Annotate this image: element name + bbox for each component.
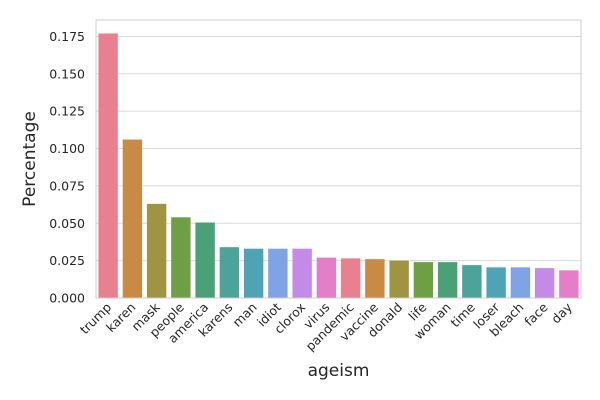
bar-virus xyxy=(316,257,337,298)
bar-man xyxy=(243,248,264,298)
y-tick-label: 0.000 xyxy=(49,291,85,306)
x-tick-label-day: day xyxy=(548,299,575,326)
bar-clorox xyxy=(292,248,312,298)
y-tick-label: 0.100 xyxy=(49,141,85,156)
x-tick-label-face: face xyxy=(521,299,551,329)
bar-america xyxy=(195,222,215,298)
bar-life xyxy=(413,262,434,298)
bars xyxy=(98,33,579,299)
plot-frame xyxy=(95,19,582,299)
y-axis-title: Percentage xyxy=(20,111,40,207)
x-axis-ticks: trumpkarenmaskpeopleamericakarensmanidio… xyxy=(77,299,576,354)
y-tick-label: 0.125 xyxy=(49,104,85,119)
y-tick-label: 0.050 xyxy=(49,216,85,231)
bar-face xyxy=(534,268,555,298)
bar-pandemic xyxy=(340,258,361,298)
x-tick-label-man: man xyxy=(230,300,260,330)
bar-woman xyxy=(437,262,458,298)
y-tick-label: 0.175 xyxy=(49,29,85,44)
bar-idiot xyxy=(268,248,288,298)
bar-karens xyxy=(219,247,240,298)
bar-trump xyxy=(98,33,118,299)
y-axis-ticks: 0.000 0.025 0.050 0.075 0.100 0.125 0.150 0.175 xyxy=(49,29,85,306)
grid-lines xyxy=(96,35,581,299)
bar-loser xyxy=(486,267,506,298)
bar-bleach xyxy=(510,267,531,298)
bar-mask xyxy=(146,203,167,298)
y-tick-label: 0.075 xyxy=(49,178,85,193)
bar-people xyxy=(171,217,191,298)
x-axis-title: ageism xyxy=(308,361,370,381)
bar-vaccine xyxy=(365,259,385,298)
y-tick-label: 0.150 xyxy=(49,66,85,81)
bar-time xyxy=(462,265,482,298)
bar-day xyxy=(559,270,579,298)
y-tick-label: 0.025 xyxy=(49,253,85,268)
bar-donald xyxy=(389,260,409,298)
bar-karen xyxy=(122,139,143,298)
